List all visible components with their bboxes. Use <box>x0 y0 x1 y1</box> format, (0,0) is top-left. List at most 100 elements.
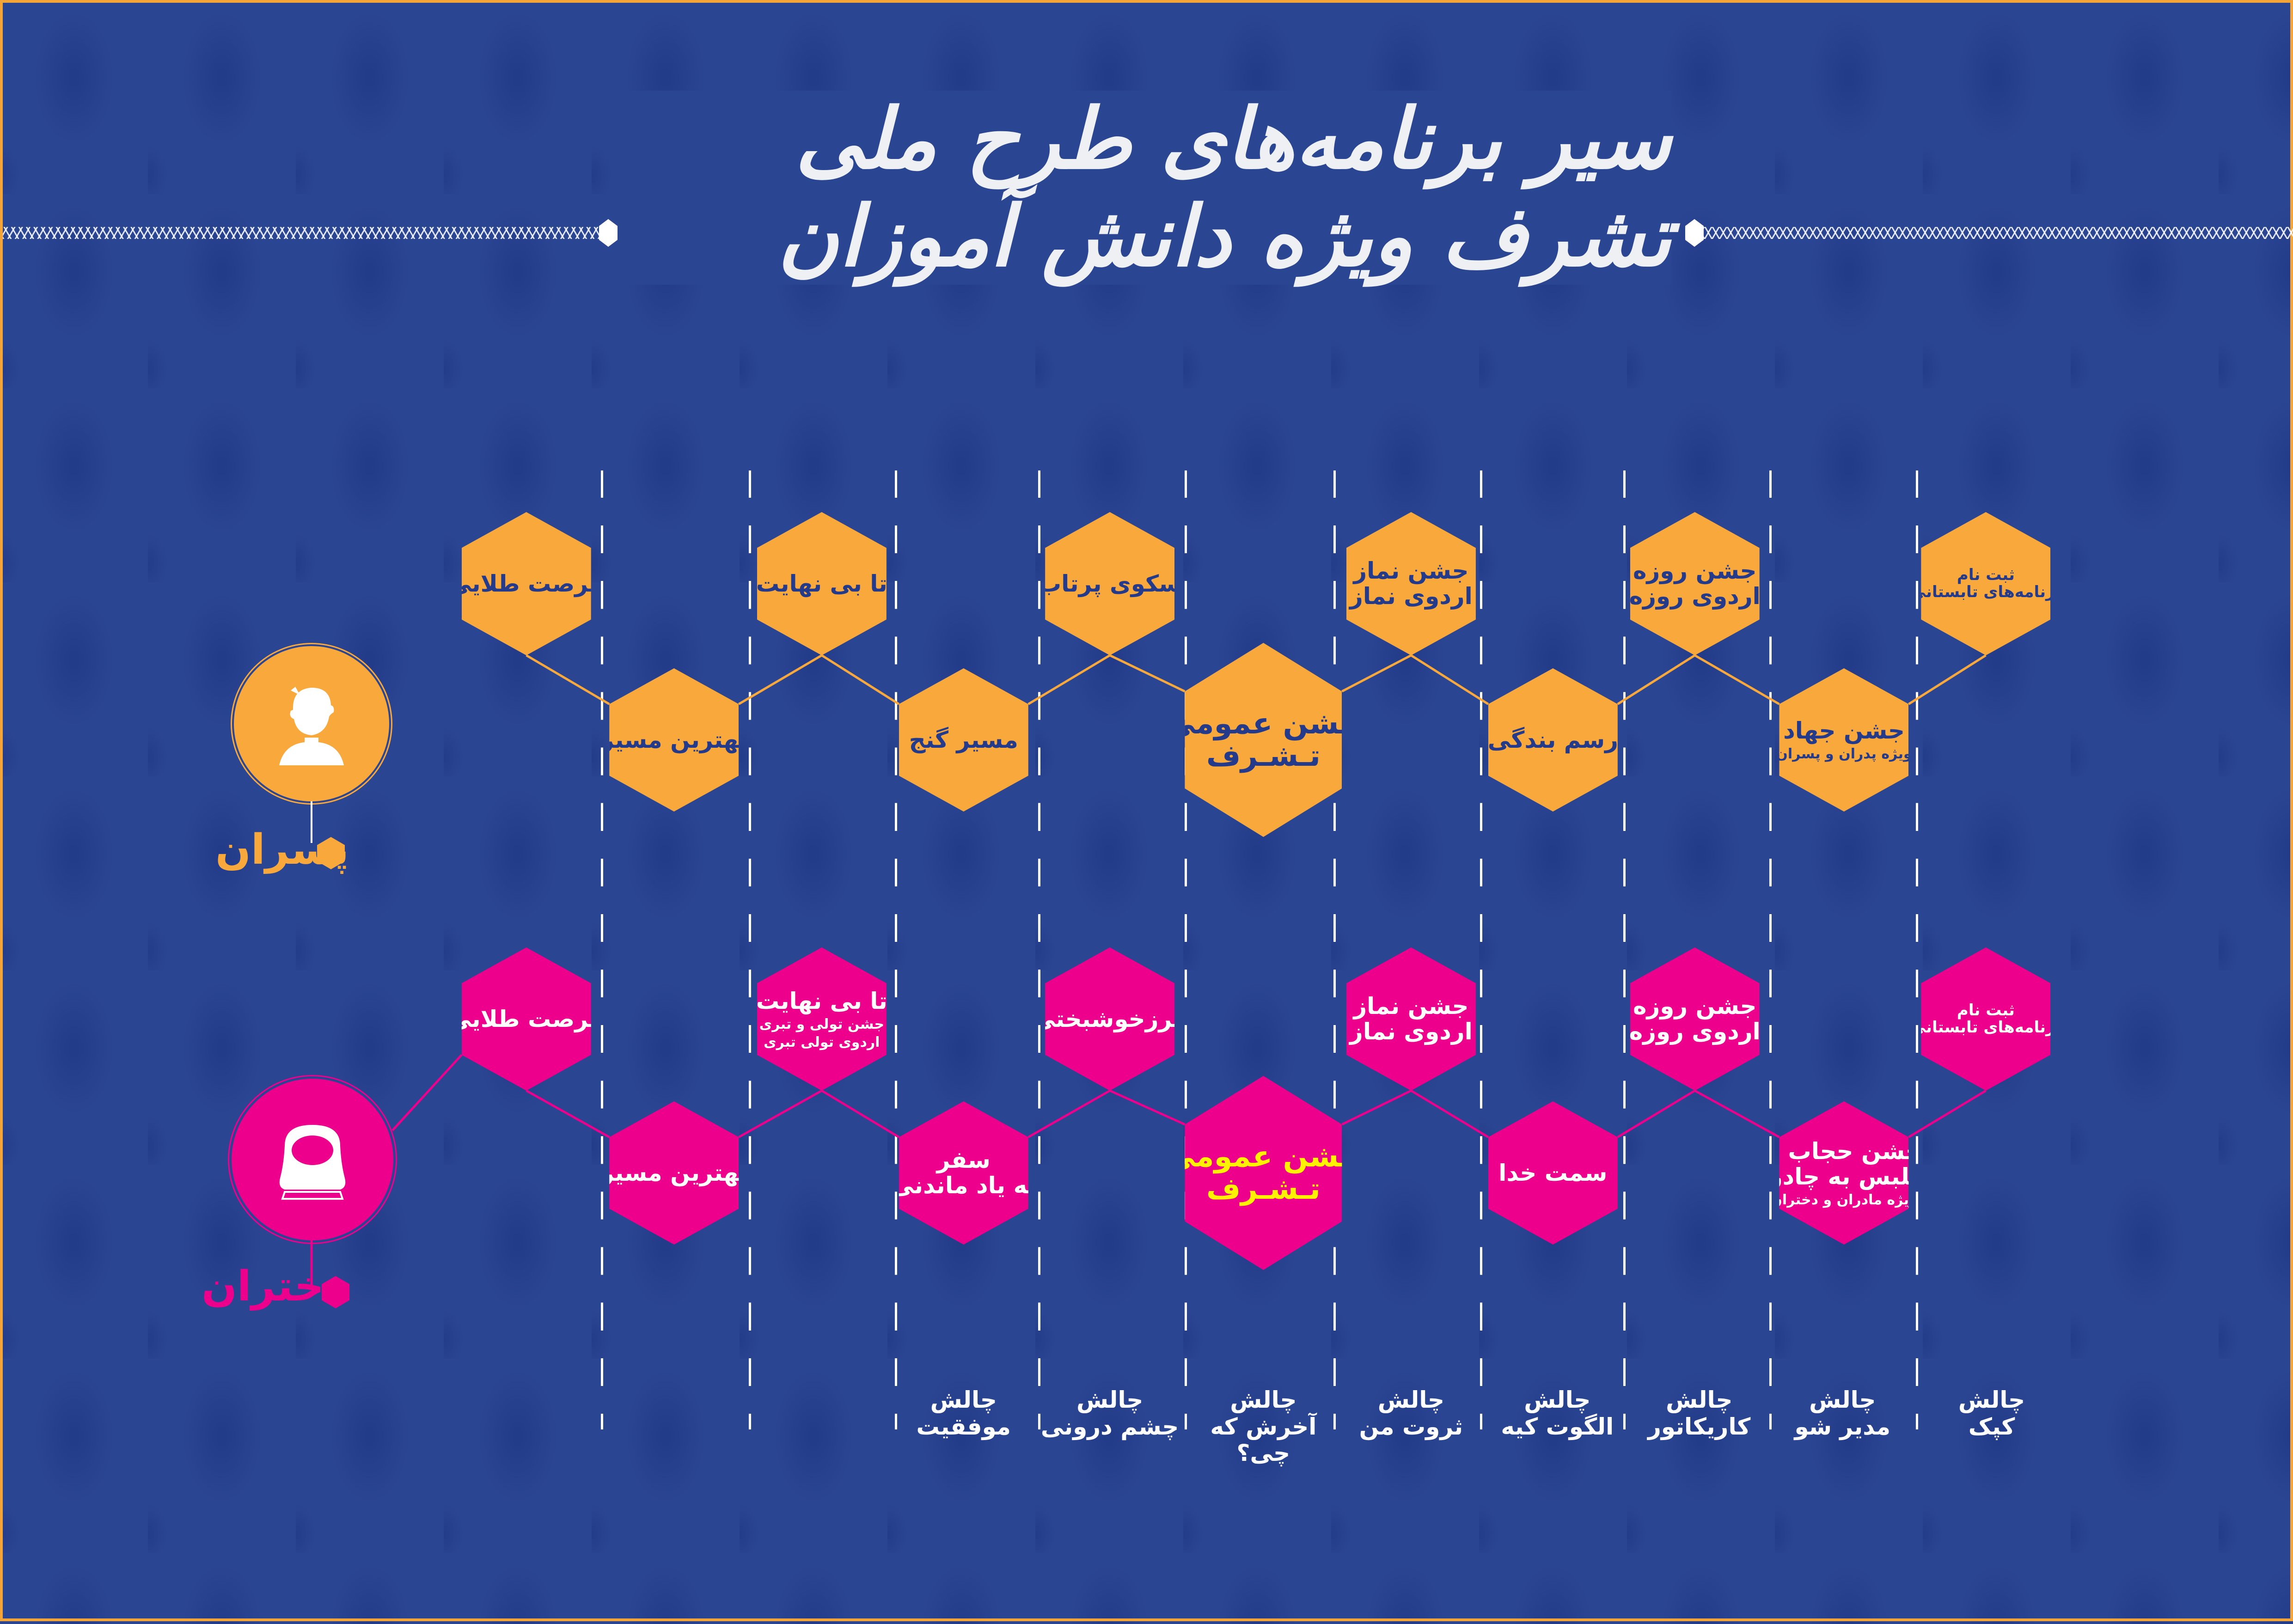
program-title: ثبت نام <box>1957 1001 2015 1020</box>
boys-connector <box>1109 654 1186 693</box>
program-title: برنامه‌های تابستانی <box>1910 583 2061 601</box>
challenge-label: چالش مدیر شو <box>1773 1386 1912 1440</box>
column-divider <box>601 470 604 1429</box>
program-subtitle: جشن تولی و تبری <box>759 1016 885 1032</box>
girls-connector <box>526 1089 610 1138</box>
challenge-label: چالش کاریکاتور <box>1630 1386 1768 1440</box>
challenge-text: چالش <box>1666 1386 1733 1413</box>
challenge-text: الگوت کیه <box>1501 1413 1614 1440</box>
girls-connector <box>1694 1089 1780 1138</box>
title-ornament-left <box>3 227 599 239</box>
challenge-text: چالش <box>1958 1386 2025 1413</box>
challenge-text: چالش <box>1809 1386 1876 1413</box>
column-divider <box>748 470 751 1429</box>
girls-avatar-connector <box>391 1054 463 1131</box>
program-title: بهترین مسیر <box>600 726 748 753</box>
challenge-label: چالش موفقیت <box>894 1386 1033 1440</box>
challenge-text: کاریکاتور <box>1648 1413 1751 1440</box>
program-title: رسم بندگی <box>1487 726 1618 753</box>
title-hex-dot-right <box>1685 219 1704 247</box>
program-title: تـشـرف <box>1206 1172 1321 1206</box>
girls-program-bottom-4: جشن حجاب و تلبس به چادر (ویژه مادران و دخت… <box>1779 1101 1909 1245</box>
challenge-text: چالش <box>1230 1386 1297 1413</box>
program-title: اردوی نماز <box>1350 583 1473 610</box>
program-title: سفر <box>936 1147 991 1173</box>
challenge-label: چالش الگوت کیه <box>1488 1386 1627 1440</box>
boys-label: پسران <box>215 825 349 874</box>
challenge-text: مدیر شو <box>1794 1413 1891 1440</box>
boys-label-connector <box>311 801 312 843</box>
challenge-text: چالش <box>930 1386 997 1413</box>
boys-program-top-2: سکوی پرتاب <box>1045 512 1175 655</box>
program-title: جشن جهاد <box>1783 717 1905 744</box>
column-divider <box>1184 470 1187 1429</box>
girls-connector <box>738 1089 823 1138</box>
program-title: جشن عمومی <box>1166 706 1361 741</box>
program-subtitle: اردوی تولی تبری <box>764 1034 880 1050</box>
challenge-label: چالش آخرش که چی؟ <box>1194 1386 1333 1467</box>
boys-program-top-4: جشن روزه اردوی روزه <box>1630 512 1760 655</box>
program-title: جشن عمومی <box>1166 1139 1361 1174</box>
challenge-text: موفقیت <box>916 1413 1011 1440</box>
program-subtitle: (ویژه مادران و دختران) <box>1764 1191 1924 1208</box>
boys-connector <box>1027 654 1111 705</box>
girls-program-bottom-2: جشن عمومی تـشـرف <box>1185 1076 1342 1270</box>
boys-program-bottom-2: جشن عمومی تـشـرف <box>1185 643 1342 837</box>
program-title: برنامه‌های تابستانی <box>1910 1018 2061 1037</box>
infographic: سیر برنامه‌های طرح ملی تشرف ویژه دانش آم… <box>3 3 2293 1624</box>
boys-connector <box>1410 654 1489 705</box>
program-title: تا بی نهایت <box>756 987 887 1014</box>
column-divider <box>895 470 898 1429</box>
program-title: فرصت طلایی <box>448 570 605 597</box>
column-divider <box>1038 470 1041 1429</box>
program-title: فرصت طلایی <box>448 1005 605 1032</box>
boy-avatar-icon <box>234 646 389 801</box>
challenge-label: چالش ثروت من <box>1342 1386 1480 1440</box>
boys-connector <box>1617 654 1696 705</box>
challenge-text: چشم درونی <box>1040 1413 1179 1440</box>
challenge-text: کپک <box>1968 1413 2015 1440</box>
page-title: سیر برنامه‌های طرح ملی تشرف ویژه دانش آم… <box>627 90 1671 285</box>
boys-program-top-3: جشن نماز اردوی نماز <box>1346 512 1476 655</box>
challenge-text: چالش <box>1377 1386 1445 1413</box>
girls-connector <box>1617 1089 1696 1138</box>
boys-program-bottom-4: جشن جهاد (ویژه پدران و پسران) <box>1779 668 1909 812</box>
girls-program-bottom-0: بهترین مسیر <box>609 1101 739 1245</box>
boys-connector <box>1908 654 1987 705</box>
program-title: جشن روزه <box>1633 557 1757 584</box>
program-title: جشن حجاب و <box>1766 1137 1922 1165</box>
column-divider <box>1333 470 1336 1429</box>
column-divider <box>1915 470 1918 1429</box>
girls-program-top-2: مرزخوشبختی <box>1045 947 1175 1091</box>
program-title: مسیر گنج <box>909 726 1018 753</box>
girls-label: دختران <box>202 1262 346 1311</box>
girls-connector <box>1109 1089 1186 1126</box>
girls-program-top-1: تا بی نهایت جشن تولی و تبری اردوی تولی تبر… <box>757 947 887 1091</box>
girls-connector <box>1908 1089 1987 1138</box>
boys-connector <box>1694 654 1780 705</box>
program-title: مرزخوشبختی <box>1032 1005 1187 1032</box>
program-title: جشن روزه <box>1633 993 1757 1020</box>
boys-connector <box>526 654 610 705</box>
program-title: اردوی نماز <box>1350 1018 1473 1045</box>
program-title: تا بی نهایت <box>756 570 887 597</box>
program-subtitle: (ویژه پدران و پسران) <box>1769 746 1919 762</box>
girls-program-top-3: جشن نماز اردوی نماز <box>1346 947 1476 1091</box>
column-divider <box>1480 470 1482 1429</box>
program-title: اردوی روزه <box>1629 1018 1761 1045</box>
challenge-label: چالش چشم درونی <box>1040 1386 1179 1440</box>
girls-connector <box>1027 1089 1111 1138</box>
girls-program-bottom-1: سفر به یاد ماندنی <box>899 1101 1028 1245</box>
program-title: جشن نماز <box>1353 993 1469 1020</box>
program-title: سکوی پرتاب <box>1038 570 1182 597</box>
challenge-text: چالش <box>1076 1386 1143 1413</box>
girl-avatar-icon <box>232 1079 393 1240</box>
girls-connector <box>1410 1089 1489 1138</box>
program-title: اردوی روزه <box>1629 583 1761 610</box>
girls-label-hex-icon <box>322 1276 349 1308</box>
girls-connector <box>821 1089 900 1138</box>
girls-label-connector <box>310 1240 313 1287</box>
program-title: تلبس به چادر <box>1769 1163 1919 1190</box>
boys-program-bottom-3: رسم بندگی <box>1488 668 1618 812</box>
program-title: ثبت نام <box>1957 565 2015 584</box>
